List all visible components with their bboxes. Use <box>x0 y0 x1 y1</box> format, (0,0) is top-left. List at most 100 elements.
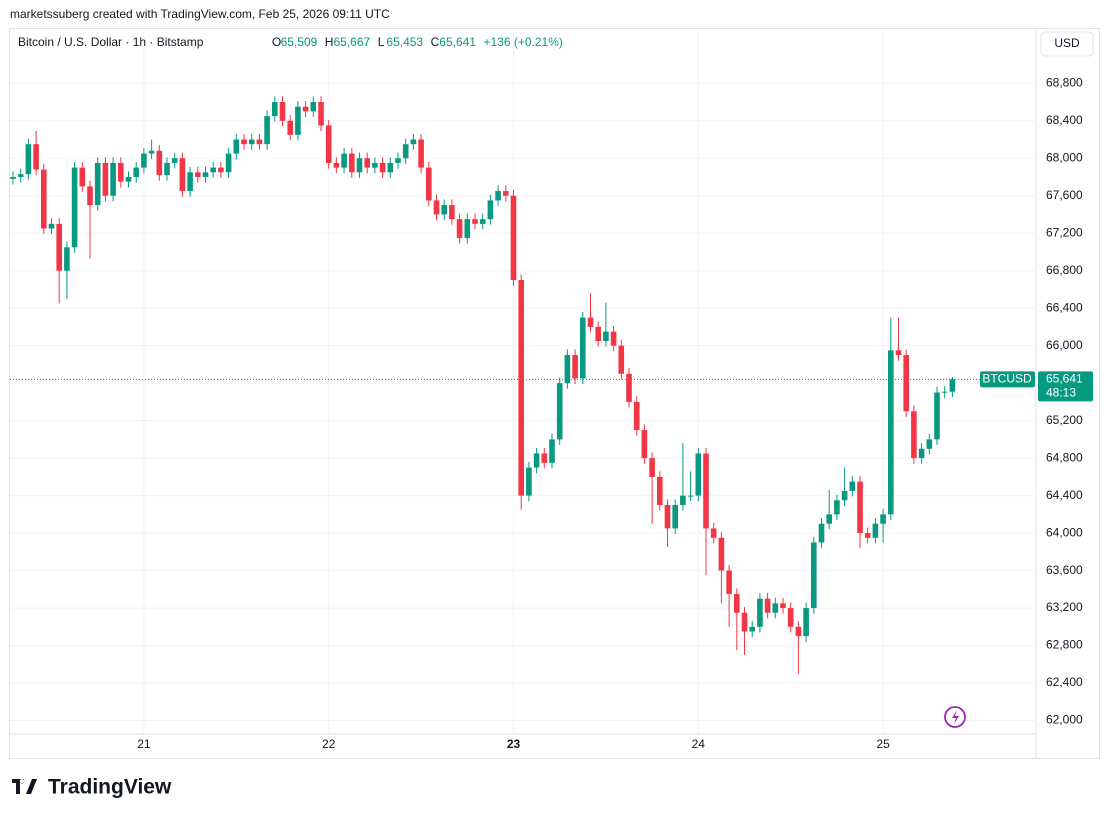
candle <box>518 274 524 510</box>
legend-key: O <box>272 35 281 49</box>
candle-body <box>187 172 193 192</box>
candle <box>734 588 740 651</box>
candle-body <box>449 205 455 220</box>
candle <box>272 96 278 122</box>
candle <box>56 218 62 304</box>
candle <box>256 133 263 150</box>
candle <box>664 499 671 548</box>
candle-body <box>811 542 817 609</box>
candle <box>456 213 463 244</box>
candle <box>849 475 856 497</box>
candle <box>48 218 55 235</box>
candle <box>911 405 917 464</box>
candle <box>279 96 286 127</box>
candle-body <box>433 200 440 215</box>
candle <box>141 147 147 174</box>
candle <box>857 475 863 549</box>
candle <box>764 593 771 619</box>
candle-body <box>941 391 948 393</box>
y-tick-label: 66,800 <box>1046 263 1083 277</box>
candle-body <box>772 603 779 613</box>
candle <box>133 162 139 183</box>
candle <box>17 168 24 183</box>
candle-body <box>895 350 902 356</box>
legend-value: 65,509 <box>281 35 318 49</box>
candle <box>549 433 555 469</box>
candle <box>503 185 509 202</box>
candle <box>479 213 486 230</box>
candle <box>864 527 871 544</box>
candle <box>949 376 956 397</box>
candle-body <box>195 172 201 177</box>
logo-mark <box>12 779 37 794</box>
candle <box>495 185 501 207</box>
y-tick-label: 66,400 <box>1046 300 1083 314</box>
candle-body <box>426 167 432 201</box>
icon-bolt[interactable] <box>952 710 959 724</box>
candle <box>364 152 370 174</box>
candle <box>533 447 540 474</box>
candle <box>94 157 101 211</box>
candle-body <box>387 162 394 173</box>
currency-button[interactable] <box>1040 31 1094 57</box>
candle-body <box>764 598 771 613</box>
candle-body <box>356 158 363 173</box>
candle <box>33 131 39 176</box>
candle-body <box>202 172 209 177</box>
credit: marketssuberg created with TradingView.c… <box>10 7 390 21</box>
candle <box>318 96 324 132</box>
candle <box>148 139 155 160</box>
candle-body <box>79 167 86 187</box>
candle-body <box>680 495 686 505</box>
candle-body <box>610 331 617 346</box>
y-tick-label: 67,200 <box>1046 225 1083 239</box>
candle-body <box>718 537 725 571</box>
brand: TradingView <box>48 776 172 799</box>
candle <box>225 147 232 178</box>
candle-body <box>264 116 270 145</box>
candle-body <box>33 144 39 170</box>
candle <box>818 518 825 549</box>
candle-body <box>248 139 255 145</box>
chart-title: Bitcoin / U.S. Dollar · 1h · Bitstamp <box>18 35 204 49</box>
candle <box>795 621 802 674</box>
candle-body <box>241 139 247 145</box>
candle <box>210 162 216 178</box>
candle-body <box>787 608 794 627</box>
candle-body <box>911 411 917 459</box>
candle-body <box>141 153 147 168</box>
candle <box>572 349 578 385</box>
candle-body <box>402 144 409 159</box>
icon-ring[interactable] <box>944 706 966 728</box>
candle <box>110 157 116 202</box>
candle <box>641 424 648 464</box>
candle-body <box>872 523 879 538</box>
logo: TradingView <box>12 776 172 799</box>
y-tick-label: 64,400 <box>1046 488 1083 502</box>
y-tick-label: 68,400 <box>1046 113 1083 127</box>
candle-body <box>225 153 232 173</box>
candle-body <box>464 219 471 238</box>
candle-body <box>179 158 186 192</box>
candle-body <box>94 162 101 206</box>
candle <box>310 96 317 118</box>
candle <box>449 199 455 225</box>
candle-body <box>749 626 755 632</box>
candle-body <box>672 504 678 529</box>
legend-value: 65,641 <box>439 35 476 49</box>
candle-body <box>279 102 286 121</box>
candle <box>372 157 378 174</box>
currency[interactable]: USD <box>1054 36 1080 50</box>
candle <box>156 145 163 181</box>
candle-body <box>841 490 848 501</box>
y-tick-label: 68,000 <box>1046 150 1083 164</box>
candle-body <box>703 453 709 529</box>
assistant-icon[interactable] <box>944 706 966 728</box>
candle-body <box>518 280 524 496</box>
candle-body <box>487 200 494 220</box>
candle-body <box>626 373 632 402</box>
y-tick-label: 62,400 <box>1046 675 1083 689</box>
candle <box>580 311 586 385</box>
candle-body <box>17 174 24 177</box>
